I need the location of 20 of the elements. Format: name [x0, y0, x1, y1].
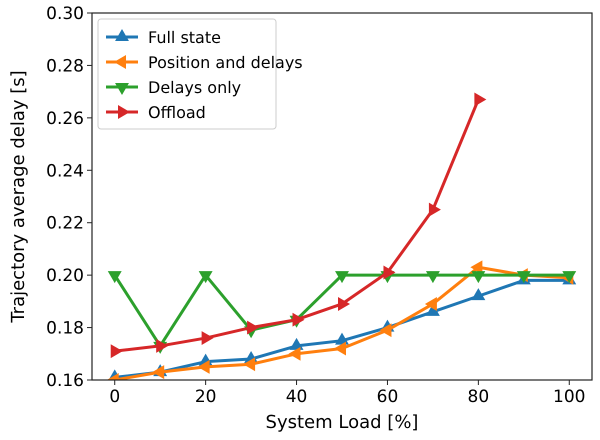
x-tick-label: 0: [109, 387, 120, 407]
y-tick-label: 0.22: [46, 214, 84, 234]
y-axis-title: Trajectory average delay [s]: [8, 70, 29, 324]
y-tick-label: 0.16: [46, 371, 84, 391]
y-tick-label: 0.18: [46, 318, 84, 339]
x-tick-label: 20: [194, 387, 216, 407]
x-axis-title: System Load [%]: [266, 412, 418, 433]
y-tick-label: 0.24: [46, 161, 84, 182]
legend-label: Offload: [148, 103, 206, 122]
x-tick-label: 60: [376, 387, 398, 407]
x-tick-label: 100: [553, 387, 586, 407]
y-tick-label: 0.30: [46, 4, 84, 24]
y-tick-label: 0.26: [46, 108, 84, 129]
y-tick-label: 0.28: [46, 56, 84, 76]
legend-label: Position and delays: [148, 53, 303, 72]
legend-label: Full state: [148, 28, 221, 47]
x-tick-label: 80: [468, 387, 490, 407]
legend-label: Delays only: [148, 78, 242, 97]
y-tick-label: 0.20: [46, 266, 84, 286]
x-tick-label: 40: [286, 387, 308, 407]
